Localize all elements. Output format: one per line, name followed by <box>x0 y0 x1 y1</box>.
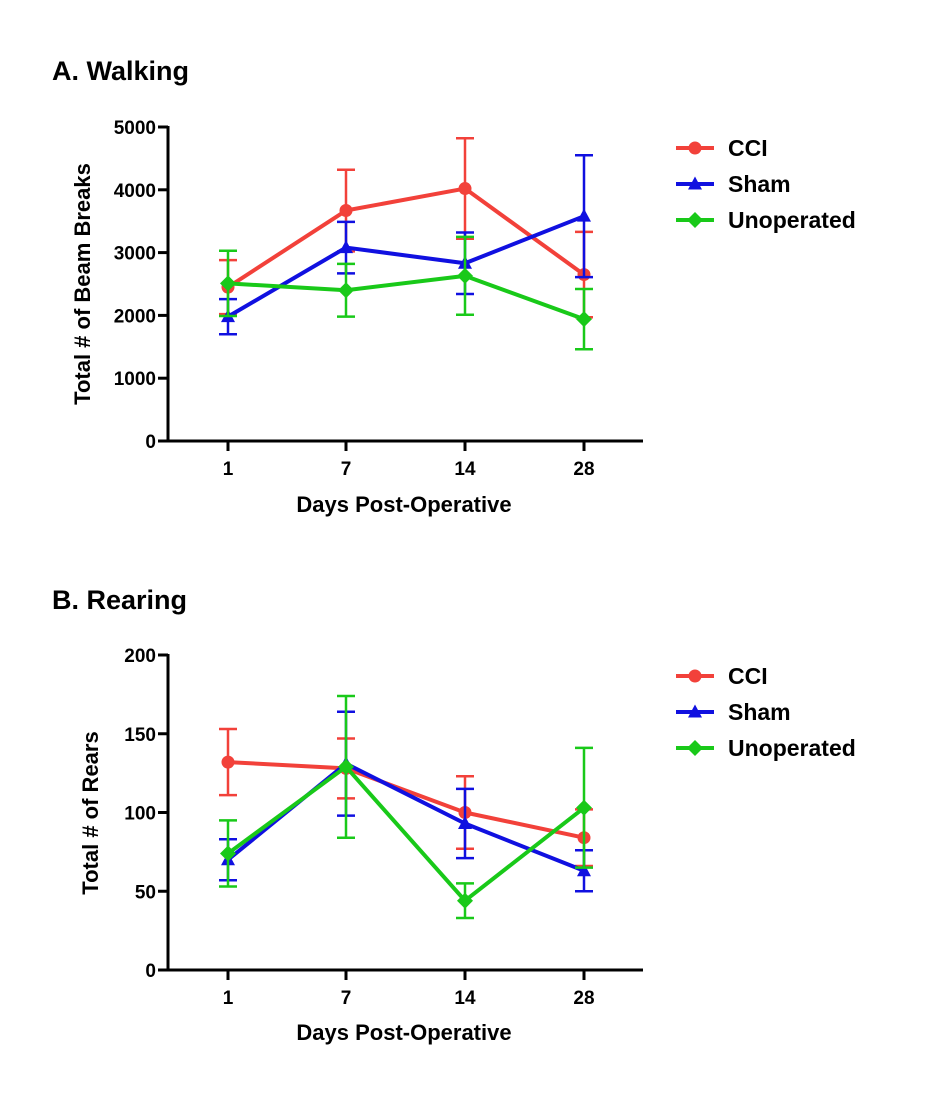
series-line <box>226 186 586 289</box>
legend: CCI Sham Unoperated <box>676 135 856 233</box>
legend-item-cci: CCI <box>676 135 768 161</box>
y-tick-label: 0 <box>145 432 156 453</box>
legend-marker <box>688 669 702 683</box>
series-line <box>226 761 585 873</box>
y-tick-label: 0 <box>145 961 156 982</box>
x-tick-label: 28 <box>573 988 594 1009</box>
series-line <box>226 764 586 903</box>
data-point <box>221 755 235 769</box>
chart-title: A. Walking <box>52 56 189 86</box>
x-tick-label: 14 <box>454 459 476 480</box>
legend-label: Unoperated <box>728 207 856 233</box>
y-tick-label: 100 <box>124 804 156 825</box>
legend-label: Unoperated <box>728 735 856 761</box>
legend-marker <box>688 176 702 190</box>
legend-item-unoperated: Unoperated <box>676 735 856 761</box>
data-point <box>577 208 591 222</box>
y-axis-title: Total # of Rears <box>78 731 103 894</box>
x-tick-label: 28 <box>573 459 594 480</box>
plot-area: 0 1000 2000 3000 4000 5000 1 7 14 28 <box>114 118 643 480</box>
data-point <box>458 182 472 196</box>
plot-area: 0 50 100 150 200 1 7 14 28 <box>124 646 643 1009</box>
y-tick-label: 50 <box>135 882 156 903</box>
y-tick-label: 5000 <box>114 118 156 139</box>
series-line <box>227 760 585 840</box>
data-point <box>457 267 473 284</box>
legend: CCI Sham Unoperated <box>676 663 856 761</box>
legend-marker <box>687 212 703 228</box>
x-tick-label: 14 <box>454 988 476 1009</box>
data-point <box>220 275 236 292</box>
chart-panel-rearing: B. Rearing Total # of Rears Days Post-Op… <box>52 585 856 1045</box>
legend-label: CCI <box>728 663 768 689</box>
series-line <box>227 273 585 322</box>
data-point <box>577 863 591 877</box>
x-tick-label: 1 <box>223 459 234 480</box>
legend-label: CCI <box>728 135 768 161</box>
y-tick-label: 150 <box>124 725 156 746</box>
legend-item-sham: Sham <box>676 171 791 197</box>
data-point <box>576 311 592 328</box>
data-point <box>338 758 354 775</box>
chart-panel-walking: A. Walking Total # of Beam Breaks Days P… <box>52 56 856 517</box>
data-point <box>220 845 236 862</box>
legend-label: Sham <box>728 171 791 197</box>
y-tick-label: 2000 <box>114 306 156 327</box>
x-tick-label: 7 <box>341 988 352 1009</box>
series-sham <box>219 154 593 336</box>
data-point <box>338 282 354 299</box>
series-sham <box>219 710 593 893</box>
y-tick-label: 1000 <box>114 369 156 390</box>
legend-marker <box>687 740 703 756</box>
data-point <box>339 204 353 218</box>
data-point <box>458 816 472 830</box>
y-tick-label: 3000 <box>114 244 156 265</box>
series-line <box>226 214 585 319</box>
x-axis-title: Days Post-Operative <box>296 492 511 517</box>
series-unoperated <box>219 235 593 351</box>
y-tick-label: 4000 <box>114 181 156 202</box>
legend-item-sham: Sham <box>676 699 791 725</box>
legend-item-cci: CCI <box>676 663 768 689</box>
series-unoperated <box>219 694 593 920</box>
data-point <box>339 240 353 254</box>
y-axis-title: Total # of Beam Breaks <box>70 163 95 405</box>
x-tick-label: 7 <box>341 459 352 480</box>
data-point <box>576 799 592 816</box>
x-axis-title: Days Post-Operative <box>296 1020 511 1045</box>
legend-marker <box>688 141 702 155</box>
y-tick-label: 200 <box>124 646 156 667</box>
chart-title: B. Rearing <box>52 585 187 615</box>
data-point <box>457 892 473 909</box>
x-tick-label: 1 <box>223 988 234 1009</box>
legend-item-unoperated: Unoperated <box>676 207 856 233</box>
legend-label: Sham <box>728 699 791 725</box>
legend-marker <box>688 704 702 718</box>
